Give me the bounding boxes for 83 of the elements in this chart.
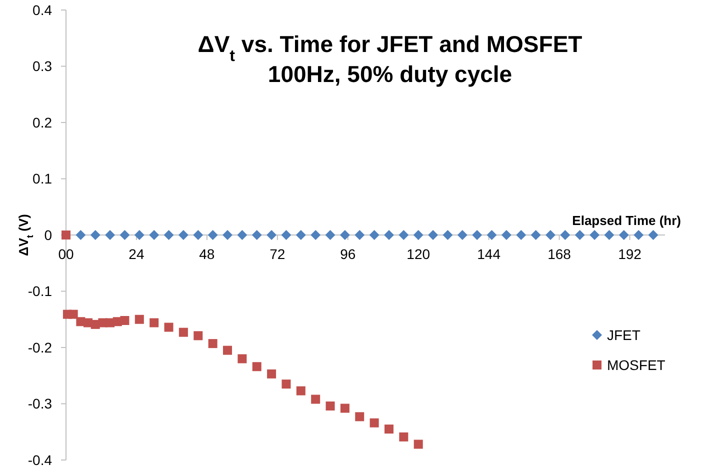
point [150,318,159,328]
x-tick-label: 00 [58,246,74,262]
x-tick-label: 72 [270,246,286,262]
point [194,331,203,340]
x-tick-label: 96 [340,246,356,262]
point [266,230,277,240]
point [413,230,424,240]
point [340,404,350,413]
point [384,230,394,240]
point [604,230,614,240]
y-tick-label: -0.2 [28,339,52,356]
y-tick-label: -0.3 [28,396,52,412]
x-tick-label: 144 [477,246,501,262]
point [325,230,336,240]
point [560,230,570,240]
point [164,230,174,240]
point [134,230,144,240]
legend-label: JFET [607,326,641,343]
point [414,440,423,449]
point [208,230,218,240]
point [326,402,335,410]
x-tick-label: 168 [548,246,572,262]
point [120,316,130,325]
x-tick-label: 192 [618,246,642,262]
point [370,418,379,428]
point [472,230,482,240]
point [222,346,232,355]
point [384,424,394,434]
y-tick-label: 0.3 [32,58,52,74]
point [238,354,247,364]
point [222,230,232,240]
point [267,369,276,378]
point [590,230,600,240]
point [68,310,78,319]
y-tick-label: 0.4 [32,2,52,18]
point [282,380,291,389]
y-tick-label: 0.1 [32,170,52,187]
point [428,230,438,240]
point [76,230,86,240]
point [369,230,380,240]
point [340,230,350,240]
legend-label: MOSFET [607,356,666,373]
point [311,394,320,404]
point [105,230,116,240]
y-tick-label: 0.2 [32,114,52,130]
point [545,230,556,240]
point [90,230,100,240]
point [354,230,365,240]
x-tick-label: 48 [199,246,215,262]
point [296,230,306,240]
point [252,362,262,372]
y-tick-label: 0 [44,226,52,243]
point [634,230,644,240]
point [457,230,468,240]
x-tick-label: 120 [406,246,430,262]
point [281,230,292,240]
point [398,230,409,240]
point [310,230,321,240]
point [296,386,306,396]
point [208,339,218,348]
point [516,230,526,240]
point [399,432,408,442]
point [618,230,629,240]
point [501,230,512,240]
point [486,230,497,240]
point [530,230,541,240]
point [178,328,188,337]
point [442,230,453,240]
point [237,230,248,240]
y-tick-label: -0.4 [28,452,52,468]
point [193,230,204,240]
y-tick-label: -0.1 [28,283,52,300]
point [355,412,364,422]
point [149,230,160,240]
point [574,230,585,240]
point [178,230,188,240]
x-tick-label: 24 [128,246,144,262]
x-axis-title: Elapsed Time (hr) [572,213,681,228]
point [134,314,144,324]
point [648,230,658,240]
point [252,230,262,240]
point [164,322,174,332]
point [120,230,130,240]
